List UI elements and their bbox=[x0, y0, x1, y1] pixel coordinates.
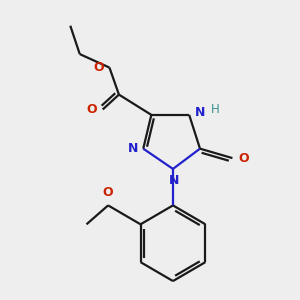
Text: H: H bbox=[211, 103, 220, 116]
Text: O: O bbox=[93, 61, 104, 74]
Text: O: O bbox=[103, 186, 113, 200]
Text: O: O bbox=[238, 152, 249, 165]
Text: N: N bbox=[128, 142, 138, 155]
Text: N: N bbox=[169, 174, 179, 187]
Text: N: N bbox=[195, 106, 205, 119]
Text: O: O bbox=[86, 103, 97, 116]
